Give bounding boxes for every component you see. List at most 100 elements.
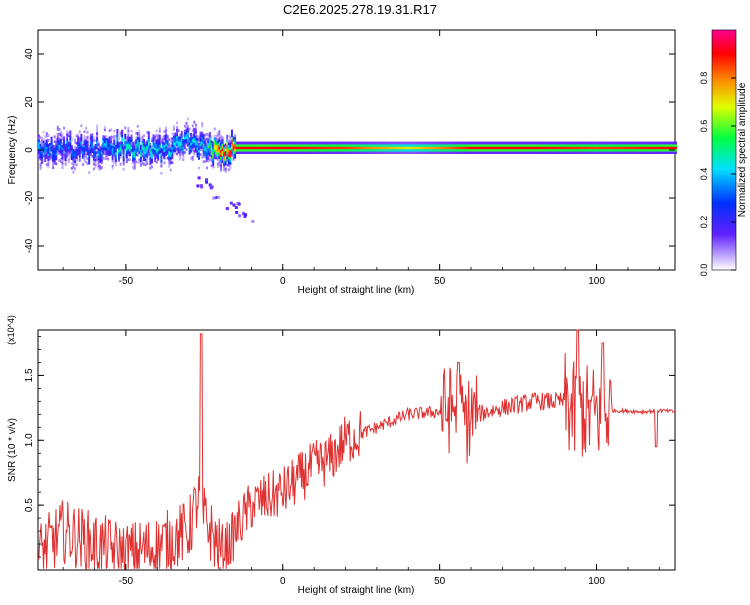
heatmap-cell [213,146,216,150]
heatmap-cell [325,141,328,145]
heatmap-cell [218,156,221,159]
heatmap-cell [103,152,106,156]
heatmap-cell [220,135,222,139]
heatmap-cell [358,146,361,150]
heatmap-cell [483,141,486,145]
heatmap-cell [155,139,158,142]
heatmap-cell [56,132,59,136]
heatmap-cell [480,144,483,147]
heatmap-cell [287,141,290,145]
heatmap-cell [92,157,95,161]
heatmap-cell [160,162,163,165]
heatmap-cell [66,142,69,146]
heatmap-cell [60,148,62,151]
heatmap-cell [671,144,674,147]
heatmap-cell [405,141,408,145]
heatmap-cell [653,144,655,147]
heatmap-cell [135,160,138,164]
heatmap-cell [365,148,368,152]
heatmap-cell [417,144,420,147]
heatmap-cell [500,148,503,152]
heatmap-cell [667,151,670,154]
heatmap-cell [61,151,64,155]
heatmap-cell [665,141,668,145]
heatmap-cell [138,134,141,138]
heatmap-cell [39,162,42,166]
heatmap-cell [659,151,662,154]
heatmap-cell [42,147,45,151]
heatmap-cell [513,144,516,147]
heatmap-cell [193,144,196,148]
heatmap-cell [166,142,169,146]
heatmap-cell [386,148,389,152]
heatmap-cell [610,144,613,147]
heatmap-cell [516,146,519,150]
heatmap-cell [220,156,222,160]
heatmap-cell [315,146,318,150]
heatmap-cell [627,141,630,145]
heatmap-cell [660,148,663,152]
heatmap-cell [94,158,97,162]
heatmap-cell [196,154,199,158]
heatmap-cell [263,141,266,145]
heatmap-cell [154,144,157,148]
heatmap-cell [317,144,320,147]
heatmap-cell [220,149,222,153]
heatmap-cell [430,146,433,150]
heatmap-cell [270,144,273,147]
heatmap-cell [588,148,591,152]
heatmap-cell [77,143,80,146]
heatmap-cell [659,141,662,145]
heatmap-cell [155,129,158,133]
heatmap-cell [204,143,207,147]
heatmap-cell [378,141,381,145]
heatmap-cell [74,157,77,161]
heatmap-cell [450,146,453,150]
heatmap-cell [362,146,365,150]
heatmap-cell [52,166,55,170]
heatmap-cell [92,160,95,164]
heatmap-cell [226,149,229,152]
heatmap-cell [309,148,312,152]
heatmap-cell [130,141,133,145]
heatmap-cell [267,151,270,154]
heatmap-cell [67,153,70,157]
heatmap-cell [187,132,190,135]
heatmap-cell [301,141,304,145]
heatmap-cell [111,159,114,163]
heatmap-cell [237,141,240,145]
heatmap-cell [649,151,652,154]
heatmap-cell [213,139,216,143]
heatmap-cell [99,145,102,149]
heatmap-cell [138,136,141,140]
heatmap-cell [624,146,627,150]
heatmap-cell [177,138,180,142]
heatmap-cell [333,146,335,150]
heatmap-cell [47,134,50,137]
heatmap-cell [205,180,209,184]
heatmap-cell [146,150,149,153]
heatmap-cell [227,146,230,150]
heatmap-cell [511,146,514,150]
heatmap-cell [185,138,188,142]
heatmap-cell [85,148,88,152]
heatmap-cell [555,146,558,150]
heatmap-cell [102,156,105,160]
heatmap-cell [96,158,99,162]
heatmap-cell [91,143,94,146]
heatmap-cell [163,130,166,133]
heatmap-cell [402,151,404,154]
heatmap-cell [522,148,525,152]
heatmap-cell [226,144,229,148]
heatmap-cell [238,144,241,147]
heatmap-cell [547,151,550,154]
heatmap-cell [540,144,543,147]
heatmap-cell [339,144,342,147]
heatmap-cell [571,151,574,154]
heatmap-cell [231,141,233,145]
heatmap-cell [491,144,494,147]
heatmap-cell [626,146,629,150]
heatmap-cell [225,207,229,211]
